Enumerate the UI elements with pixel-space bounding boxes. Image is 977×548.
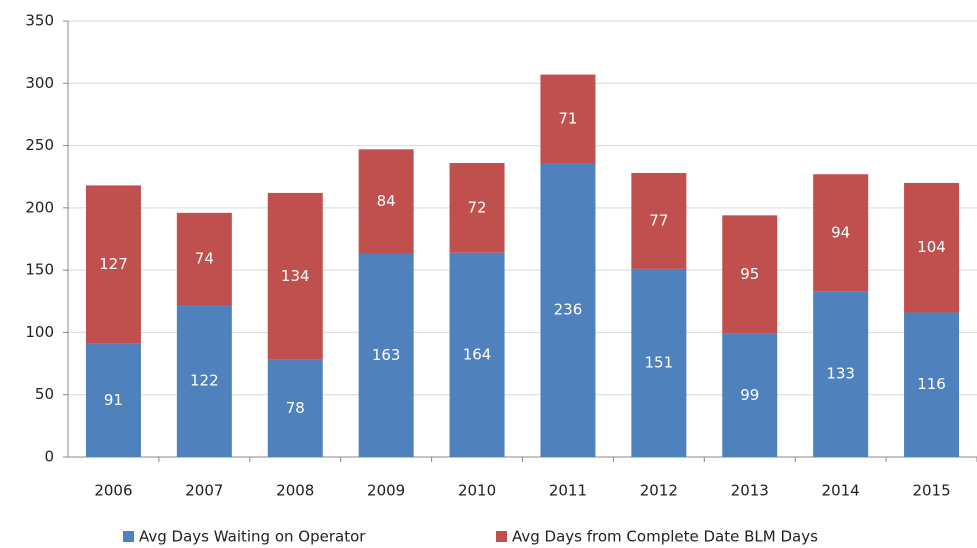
data-label: 164 [463,345,492,363]
bar-segment [904,182,960,313]
data-label: 94 [831,223,850,241]
data-label: 104 [917,238,946,256]
data-label: 163 [372,346,401,364]
bar-segment [85,343,141,457]
bar-segment [267,359,323,457]
x-tick-label: 2007 [185,482,223,500]
y-tick-label: 350 [25,12,54,30]
x-tick-label: 2014 [822,482,860,500]
y-tick-label: 0 [44,448,54,466]
y-tick-label: 150 [25,261,54,279]
x-tick-label: 2012 [640,482,678,500]
bar-segment [176,305,232,457]
data-label: 71 [558,109,577,127]
data-label: 151 [645,353,674,371]
bar-segment [722,333,778,457]
data-label: 236 [554,301,583,319]
y-tick-label: 100 [25,323,54,341]
bar-segment [813,174,869,292]
y-tick-label: 200 [25,198,54,216]
bar-segment [358,149,414,254]
data-label: 91 [104,391,123,409]
data-label: 77 [649,211,668,229]
x-tick-label: 2011 [549,482,587,500]
data-label: 133 [826,365,855,383]
bar-segment [85,185,141,344]
bar-segment [904,312,960,457]
data-label: 84 [377,192,396,210]
x-tick-label: 2013 [731,482,769,500]
x-tick-label: 2015 [912,482,950,500]
bar-segment [813,291,869,457]
data-label: 72 [468,198,487,216]
bar-segment [176,212,232,306]
data-label: 78 [286,399,305,417]
x-tick-label: 2006 [94,482,132,500]
bar-segment [449,163,505,253]
data-label: 99 [740,386,759,404]
data-label: 95 [740,265,759,283]
legend-marker [496,531,507,542]
bar-segment [722,215,778,334]
bar-segment [631,172,687,269]
data-label: 74 [195,249,214,267]
y-tick-label: 300 [25,74,54,92]
legend-label: Avg Days Waiting on Operator [139,528,366,546]
x-tick-label: 2010 [458,482,496,500]
bar-segment [449,252,505,457]
y-tick-label: 250 [25,136,54,154]
data-label: 134 [281,267,310,285]
data-label: 116 [917,375,946,393]
legend-marker [123,531,134,542]
y-tick-label: 50 [35,385,54,403]
legend-label: Avg Days from Complete Date BLM Days [512,528,818,546]
data-label: 122 [190,372,219,390]
x-tick-label: 2009 [367,482,405,500]
bar-segment [267,192,323,360]
bar-segment [631,268,687,457]
x-tick-label: 2008 [276,482,314,500]
bar-segment [540,163,596,458]
data-label: 127 [99,255,128,273]
bar-segment [540,74,596,164]
bar-segment [358,253,414,457]
